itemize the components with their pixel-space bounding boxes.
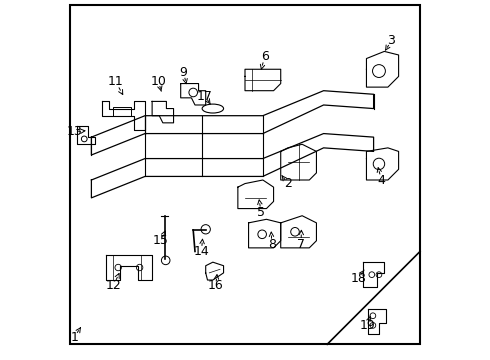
FancyBboxPatch shape xyxy=(113,107,131,116)
Text: 6: 6 xyxy=(261,50,269,63)
Text: 12: 12 xyxy=(106,279,122,292)
Text: 4: 4 xyxy=(377,174,386,186)
Text: 13: 13 xyxy=(66,125,82,138)
Text: 14: 14 xyxy=(194,245,209,258)
Text: 8: 8 xyxy=(268,238,276,251)
Text: 2: 2 xyxy=(284,177,292,190)
Text: 19: 19 xyxy=(359,319,375,332)
Text: 5: 5 xyxy=(257,206,265,219)
Text: 17: 17 xyxy=(197,90,213,103)
Text: 10: 10 xyxy=(150,75,167,88)
Text: 7: 7 xyxy=(297,238,305,251)
Text: 3: 3 xyxy=(388,34,395,47)
Text: 9: 9 xyxy=(180,66,188,79)
Text: 1: 1 xyxy=(70,331,78,344)
Text: 16: 16 xyxy=(208,279,223,292)
Text: 18: 18 xyxy=(351,272,367,285)
FancyBboxPatch shape xyxy=(70,5,420,344)
Text: 15: 15 xyxy=(153,234,169,247)
Text: 11: 11 xyxy=(108,75,123,88)
